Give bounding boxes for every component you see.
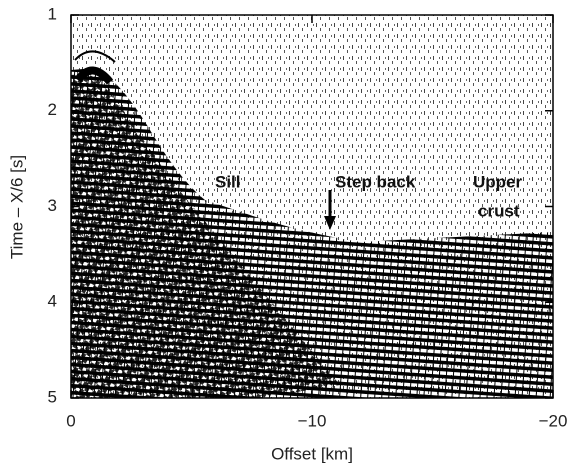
arrow-head xyxy=(324,216,336,230)
y-tick-label: 2 xyxy=(48,100,57,119)
annotation: Upper xyxy=(473,172,523,191)
seismic-image xyxy=(71,15,553,398)
x-tick-label: −20 xyxy=(539,411,568,430)
y-tick-label: 5 xyxy=(48,387,57,406)
y-axis-label: Time – X/6 [s] xyxy=(7,155,26,259)
annotation: Sill xyxy=(215,172,241,191)
y-tick-label: 4 xyxy=(48,292,57,311)
x-axis-label: Offset [km] xyxy=(271,444,353,463)
y-tick-label: 1 xyxy=(48,4,57,23)
annotation: crust xyxy=(478,201,520,220)
y-tick-label: 3 xyxy=(48,196,57,215)
x-tick-label: 0 xyxy=(66,411,75,430)
x-tick-label: −10 xyxy=(298,411,327,430)
annotation: Step back xyxy=(335,172,416,191)
